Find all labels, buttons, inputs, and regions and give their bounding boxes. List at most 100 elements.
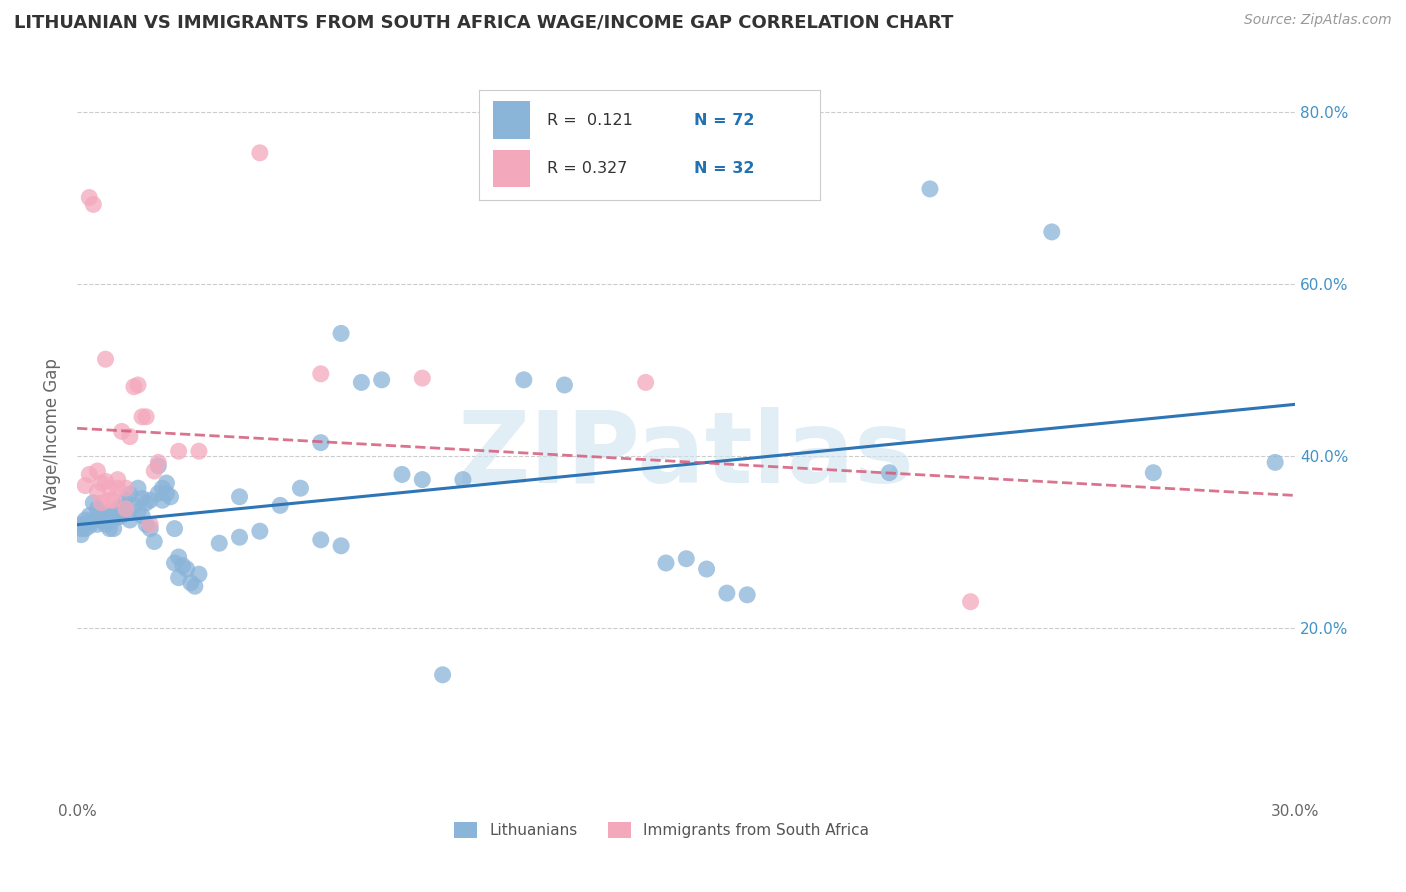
Point <box>228 530 250 544</box>
Point <box>75 478 97 492</box>
Point <box>655 556 678 570</box>
Point <box>143 534 166 549</box>
Point <box>411 473 433 487</box>
Point <box>122 380 145 394</box>
Point <box>94 352 117 367</box>
Point <box>675 551 697 566</box>
Point <box>634 376 657 390</box>
Point <box>167 549 190 564</box>
Point <box>77 467 100 482</box>
Point <box>180 575 202 590</box>
Point <box>135 496 157 510</box>
Point <box>148 486 170 500</box>
Point <box>350 376 373 390</box>
Point <box>553 378 575 392</box>
Point <box>139 522 162 536</box>
Point <box>114 501 136 516</box>
Point <box>172 558 194 573</box>
Point <box>82 197 104 211</box>
Point <box>107 510 129 524</box>
Point <box>111 425 134 439</box>
Point <box>86 484 108 499</box>
Point <box>139 517 162 532</box>
Point <box>228 490 250 504</box>
Point <box>90 504 112 518</box>
Y-axis label: Wage/Income Gap: Wage/Income Gap <box>44 358 60 510</box>
Point <box>77 516 100 530</box>
Point <box>70 522 93 536</box>
Point <box>86 464 108 478</box>
Point <box>176 562 198 576</box>
Point <box>111 500 134 515</box>
Point <box>1142 466 1164 480</box>
Point <box>114 481 136 495</box>
Point <box>184 579 207 593</box>
Point <box>249 145 271 160</box>
Point <box>167 444 190 458</box>
Point <box>77 519 100 533</box>
Point <box>94 517 117 532</box>
Point <box>122 499 145 513</box>
Point <box>131 409 153 424</box>
Point <box>716 586 738 600</box>
Point <box>155 476 177 491</box>
Point <box>411 371 433 385</box>
Point <box>98 481 121 495</box>
Text: ZIPatlas: ZIPatlas <box>458 408 915 505</box>
Point <box>82 496 104 510</box>
Point <box>959 595 981 609</box>
Point <box>135 517 157 532</box>
Point <box>143 464 166 478</box>
Point <box>163 522 186 536</box>
Point <box>918 182 941 196</box>
Point <box>187 567 209 582</box>
Point <box>103 522 125 536</box>
Point <box>127 504 149 518</box>
Point <box>155 486 177 500</box>
Point <box>118 429 141 443</box>
Point <box>290 481 312 495</box>
Point <box>70 527 93 541</box>
Point <box>131 491 153 506</box>
Point <box>131 508 153 523</box>
Point <box>86 501 108 516</box>
Point <box>82 513 104 527</box>
Point <box>735 588 758 602</box>
Point <box>370 373 392 387</box>
Point <box>103 493 125 508</box>
Point <box>98 513 121 527</box>
Point <box>118 487 141 501</box>
Point <box>167 571 190 585</box>
Point <box>150 481 173 495</box>
Point <box>1040 225 1063 239</box>
Point <box>90 476 112 491</box>
Point <box>432 668 454 682</box>
Point <box>309 435 332 450</box>
Point <box>135 409 157 424</box>
Point <box>98 522 121 536</box>
Point <box>86 517 108 532</box>
Point <box>269 499 291 513</box>
Point <box>208 536 231 550</box>
Point <box>139 493 162 508</box>
Point <box>98 493 121 508</box>
Point <box>513 373 536 387</box>
Point <box>163 556 186 570</box>
Point <box>330 326 353 341</box>
Point <box>187 444 209 458</box>
Point <box>94 508 117 523</box>
Point <box>150 493 173 508</box>
Point <box>77 190 100 204</box>
Point <box>309 367 332 381</box>
Point <box>249 524 271 539</box>
Point <box>75 517 97 532</box>
Point <box>75 522 97 536</box>
Point <box>107 481 129 495</box>
Point <box>127 481 149 495</box>
Point <box>879 466 901 480</box>
Point <box>94 475 117 489</box>
Text: LITHUANIAN VS IMMIGRANTS FROM SOUTH AFRICA WAGE/INCOME GAP CORRELATION CHART: LITHUANIAN VS IMMIGRANTS FROM SOUTH AFRI… <box>14 13 953 31</box>
Point <box>159 490 181 504</box>
Point <box>86 510 108 524</box>
Point <box>148 455 170 469</box>
